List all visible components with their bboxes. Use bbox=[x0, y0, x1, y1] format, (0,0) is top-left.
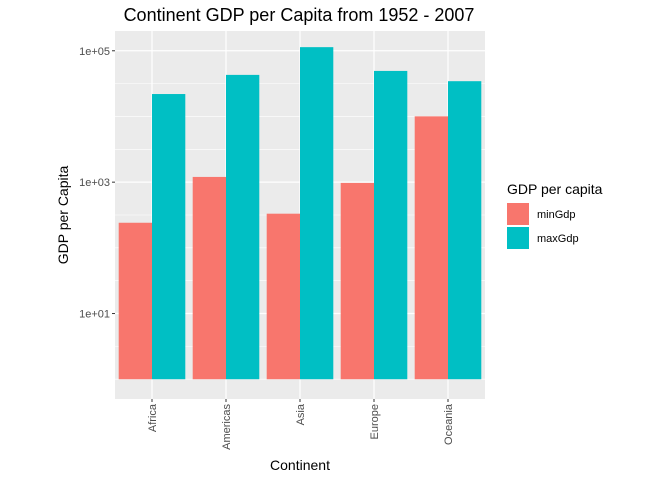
legend: GDP per capita minGdp maxGdp bbox=[507, 181, 603, 249]
legend-swatch-minGdp bbox=[507, 203, 529, 225]
bar-maxGdp-oceania bbox=[448, 81, 482, 380]
bar-minGdp-africa bbox=[118, 222, 152, 380]
y-axis-ticks: 1e+01 1e+03 1e+05 bbox=[79, 46, 115, 321]
bar-maxGdp-europe bbox=[374, 70, 408, 380]
x-tick-label: Americas bbox=[221, 404, 233, 450]
y-tick-label: 1e+01 bbox=[79, 309, 110, 321]
x-tick-label: Oceania bbox=[443, 403, 455, 445]
bar-maxGdp-americas bbox=[226, 74, 260, 380]
x-axis-ticks: Africa Americas Asia Europe Oceania bbox=[147, 399, 455, 450]
bar-maxGdp-africa bbox=[152, 94, 186, 380]
bar-minGdp-americas bbox=[192, 176, 226, 380]
x-tick-label: Africa bbox=[147, 403, 159, 432]
legend-label-minGdp: minGdp bbox=[537, 209, 576, 221]
bar-minGdp-oceania bbox=[414, 116, 448, 380]
legend-swatch-maxGdp bbox=[507, 227, 529, 249]
bar-minGdp-asia bbox=[266, 213, 300, 380]
legend-title: GDP per capita bbox=[507, 181, 603, 197]
bar-maxGdp-asia bbox=[300, 47, 334, 380]
x-tick-label: Asia bbox=[295, 403, 307, 425]
y-axis-title: GDP per Capita bbox=[55, 166, 71, 265]
bar-minGdp-europe bbox=[340, 182, 374, 380]
bars bbox=[118, 47, 482, 380]
chart-title: Continent GDP per Capita from 1952 - 200… bbox=[124, 5, 475, 25]
y-tick-label: 1e+05 bbox=[79, 46, 110, 58]
y-tick-label: 1e+03 bbox=[79, 177, 110, 189]
x-tick-label: Europe bbox=[369, 404, 381, 439]
legend-label-maxGdp: maxGdp bbox=[537, 233, 579, 245]
x-axis-title: Continent bbox=[270, 457, 330, 473]
